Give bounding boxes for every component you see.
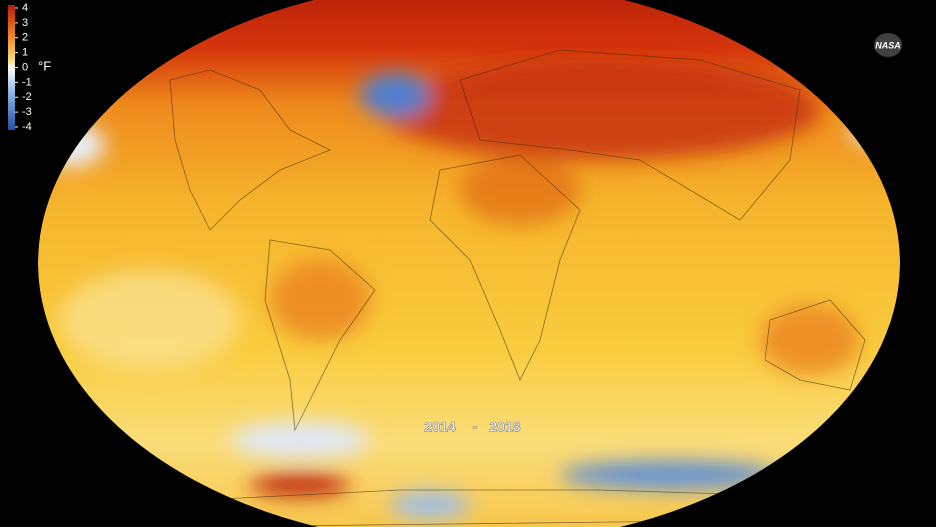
legend-tick-label: 3 bbox=[22, 17, 28, 29]
legend-tick-label: 4 bbox=[22, 2, 28, 14]
legend-tick-label: -2 bbox=[22, 91, 32, 103]
legend-tick-label: -1 bbox=[22, 76, 32, 88]
globe bbox=[38, 0, 900, 527]
legend-tick-label: -4 bbox=[22, 121, 32, 133]
period-separator: - bbox=[473, 419, 478, 435]
logo: NASA bbox=[875, 40, 901, 50]
legend-tick-label: 2 bbox=[22, 32, 28, 44]
anomaly-patches bbox=[38, 60, 900, 519]
legend-tick-label: -3 bbox=[22, 106, 32, 118]
legend-tick-label: 1 bbox=[22, 47, 28, 59]
legend-tick-label: 0 bbox=[22, 61, 28, 73]
legend-unit: °F bbox=[38, 58, 51, 73]
logo-badge bbox=[874, 33, 902, 57]
colorbar bbox=[8, 5, 15, 130]
period-end: 2018 bbox=[489, 419, 520, 435]
period-start: 2014 bbox=[424, 419, 455, 435]
